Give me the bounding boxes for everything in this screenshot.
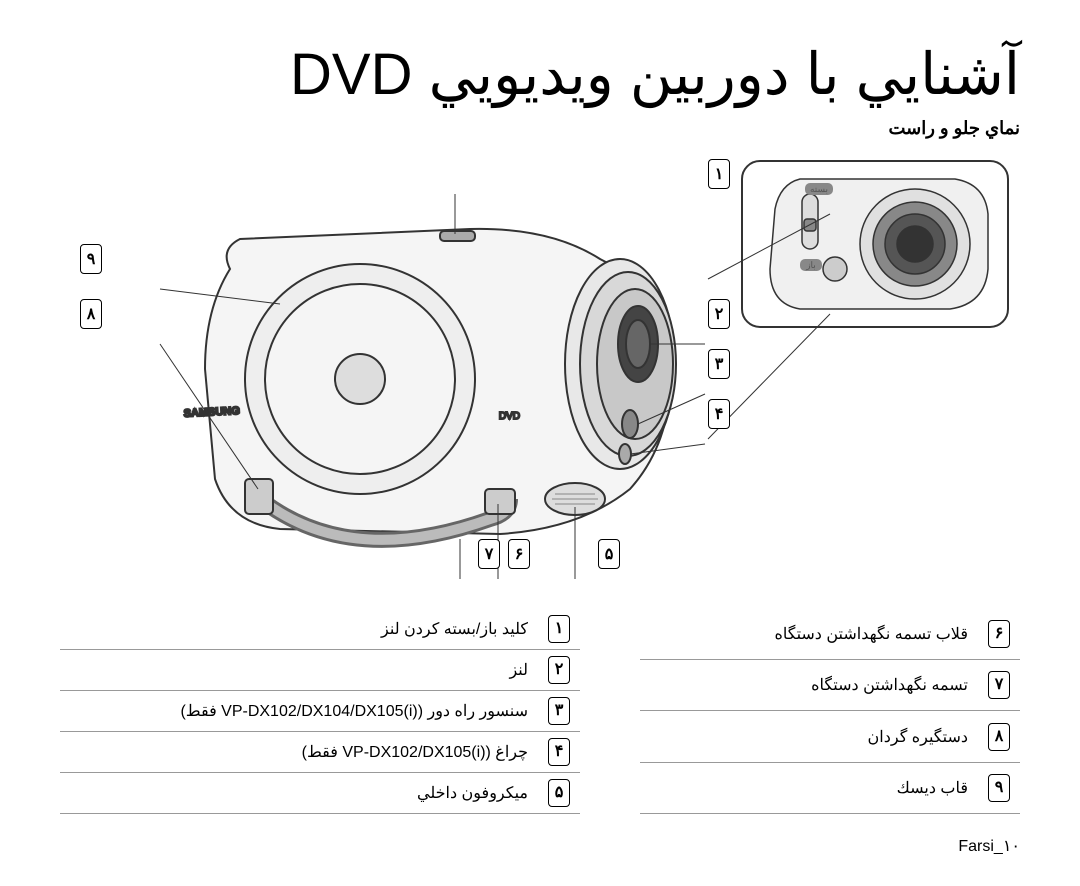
table-row: ١ كليد باز/بسته كردن لنز	[60, 609, 580, 650]
front-view-inset: بسته باز	[740, 159, 1010, 329]
page-number: ١٠_Farsi	[958, 836, 1020, 856]
table-row: ۵ ميكروفون داخلي	[60, 773, 580, 814]
part-label: تسمه نگهداشتن دستگاه	[640, 660, 978, 711]
parts-table-right: ١ كليد باز/بسته كردن لنز ٢ لنز ٣ سنسور راه …	[60, 609, 580, 814]
table-row: ٨ دستگيره گردان	[640, 711, 1020, 762]
part-label: لنز	[60, 650, 538, 691]
part-label: قلاب تسمه نگهداشتن دستگاه	[640, 609, 978, 660]
callout-2: ٢	[708, 299, 730, 329]
part-num: ۴	[548, 738, 570, 766]
part-label: ميكروفون داخلي	[60, 773, 538, 814]
table-row: ٧ تسمه نگهداشتن دستگاه	[640, 660, 1020, 711]
callout-3: ٣	[708, 349, 730, 379]
part-num: ٣	[548, 697, 570, 725]
callout-5: ۵	[598, 539, 620, 569]
svg-text:DVD: DVD	[499, 411, 520, 422]
page-subtitle: نماي جلو و راست	[60, 118, 1020, 139]
open-label: باز	[805, 260, 816, 271]
part-num: ٨	[988, 723, 1010, 751]
table-row: ٣ سنسور راه دور (VP-DX102/DX104/DX105(i) …	[60, 691, 580, 732]
callout-4: ۴	[708, 399, 730, 429]
part-num: ۶	[988, 620, 1010, 648]
part-num: ٧	[988, 671, 1010, 699]
callout-1: ١	[708, 159, 730, 189]
parts-tables: ١ كليد باز/بسته كردن لنز ٢ لنز ٣ سنسور راه …	[60, 609, 1020, 814]
diagram-area: SAMSUNG DVD	[60, 159, 1020, 579]
table-row: ۴ چراغ (VP-DX102/DX105(i) فقط)	[60, 732, 580, 773]
camcorder-diagram: SAMSUNG DVD	[150, 189, 710, 589]
part-num: ٩	[988, 774, 1010, 802]
part-label: چراغ (VP-DX102/DX105(i) فقط)	[60, 732, 538, 773]
part-label: سنسور راه دور (VP-DX102/DX104/DX105(i) ف…	[60, 691, 538, 732]
close-label: بسته	[810, 184, 828, 194]
part-label: كليد باز/بسته كردن لنز	[60, 609, 538, 650]
table-row: ٢ لنز	[60, 650, 580, 691]
parts-table-left: ۶ قلاب تسمه نگهداشتن دستگاه ٧ تسمه نگهداشت…	[640, 609, 1020, 814]
callout-8: ٨	[80, 299, 102, 329]
callout-7: ٧	[478, 539, 500, 569]
table-row: ۶ قلاب تسمه نگهداشتن دستگاه	[640, 609, 1020, 660]
callout-9: ٩	[80, 244, 102, 274]
part-num: ١	[548, 615, 570, 643]
part-num: ٢	[548, 656, 570, 684]
page-title: آشنايي با دوربين ويديويي DVD	[60, 40, 1020, 108]
part-num: ۵	[548, 779, 570, 807]
callout-6: ۶	[508, 539, 530, 569]
part-label: قاب ديسك	[640, 762, 978, 813]
table-row: ٩ قاب ديسك	[640, 762, 1020, 813]
part-label: دستگيره گردان	[640, 711, 978, 762]
